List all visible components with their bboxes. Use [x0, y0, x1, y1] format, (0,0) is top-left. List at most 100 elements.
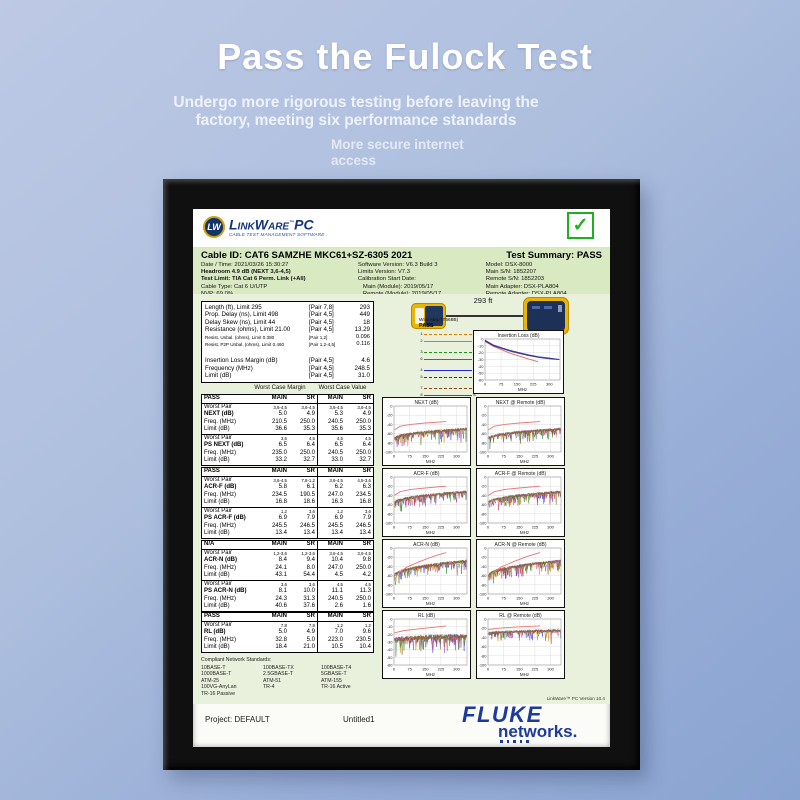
svg-text:150: 150	[422, 525, 429, 530]
hero-subtitle-line2: factory, meeting six performance standar…	[195, 112, 517, 129]
svg-text:75: 75	[407, 454, 412, 459]
svg-text:-30: -30	[478, 357, 485, 362]
svg-text:-80: -80	[481, 440, 488, 445]
wire-pin-left: 1	[420, 331, 423, 336]
header-line: Main (Module): 2019/05/17	[362, 283, 434, 290]
table-row: Frequency (MHz) [Pair 4,5] 248.5	[205, 364, 370, 372]
table-row: Limit (dB) 13.4 13.4 13.4 13.4	[204, 530, 371, 538]
standards-item: ATM-25	[201, 677, 220, 684]
table-row: Resistance (ohms), Limit 21.00 [Pair 4,5]…	[205, 326, 370, 334]
standards-item: 100BASE-TX	[263, 664, 294, 671]
standards-column: 100BASE-T4 5GBASE-T ATM-155 TR-16 Active	[321, 665, 376, 698]
hero-tagline-line1: More secure internet	[331, 137, 464, 152]
table-row: Worst Pair 7,8 7,8 1,2 1,2	[204, 621, 371, 629]
header-line: Limits Version: V7.3	[357, 269, 410, 276]
table-row: ACR-N (dB) 8.4 9.4 10.4 9.8	[204, 557, 371, 565]
wire-line	[424, 358, 472, 360]
wire-row: 88	[419, 393, 477, 397]
svg-text:-30: -30	[387, 640, 394, 645]
svg-text:300: 300	[453, 454, 460, 459]
standards-column: 100BASE-TX 2.5GBASE-T ATM-51 TR-4	[263, 665, 321, 698]
standards-item: ATM-155	[321, 677, 342, 684]
standards-item: TR-16 Active	[321, 684, 351, 691]
hero-title: Pass the Fulock Test	[217, 36, 593, 77]
linkware-badge-icon: LW	[203, 216, 225, 238]
file-label: Untitled1	[343, 715, 375, 724]
svg-text:75: 75	[501, 454, 506, 459]
svg-text:-60: -60	[481, 644, 488, 649]
wire-row: 11	[419, 332, 477, 336]
table-row: Worst Pair 1,2 3,6 1,2 3,6	[202, 506, 373, 515]
compliant-standards: Compliant Network Standards: 10BASE-T 100…	[201, 657, 379, 698]
svg-text:150: 150	[422, 596, 429, 601]
svg-text:-40: -40	[481, 564, 488, 569]
svg-text:ACR-F @ Remote (dB): ACR-F @ Remote (dB)	[495, 471, 547, 477]
svg-text:150: 150	[516, 525, 523, 530]
wire-line	[424, 333, 472, 335]
table-row: Insertion Loss Margin (dB) [Pair 4,5] 4.6	[205, 357, 370, 365]
svg-text:MHz: MHz	[426, 530, 436, 535]
svg-text:225: 225	[532, 667, 539, 672]
svg-text:0: 0	[393, 596, 396, 601]
svg-text:0: 0	[393, 454, 396, 459]
linkware-wordmark: LinkWare™PC	[229, 216, 314, 233]
table-row: Prop. Delay (ns), Limit 498 [Pair 4,5] 449	[205, 311, 370, 319]
linkware-tagline: CABLE TEST MANAGEMENT SOFTWARE	[229, 231, 325, 237]
svg-text:0: 0	[390, 617, 393, 622]
svg-text:75: 75	[407, 525, 412, 530]
table-row: Limit (dB) 18.4 21.0 10.5 10.4	[204, 644, 371, 652]
wire-pin-left: 5	[420, 374, 423, 379]
svg-text:75: 75	[407, 667, 412, 672]
report-header: Cable ID: CAT6 SAMZHE MKC61+SZ-6305 2021…	[193, 247, 610, 297]
table-row: Freq. (MHz) 24.1 8.0 247.0 250.0	[204, 564, 371, 572]
svg-text:75: 75	[501, 525, 506, 530]
svg-text:-40: -40	[478, 364, 485, 369]
wire-row: 44	[419, 368, 477, 372]
table-row: PS ACR-F (dB) 6.9 7.9 6.9 7.9	[204, 515, 371, 523]
svg-text:-20: -20	[387, 484, 394, 489]
svg-text:0: 0	[484, 382, 487, 387]
wire-row: 22	[419, 339, 477, 343]
wire-pin-right: 8	[472, 393, 477, 397]
svg-text:150: 150	[422, 454, 429, 459]
table-row: Limit (dB) 16.8 18.6 16.3 16.8	[204, 499, 371, 507]
linkware-logo: LW LinkWare™PC CABLE TEST MANAGEMENT SOF…	[203, 216, 325, 238]
svg-text:-20: -20	[481, 484, 488, 489]
main-tester-icon	[523, 297, 569, 335]
charts-grid: NEXT (dB) 0 -20 -40 -60 -80 -100 0 75 150 225 300 MH…	[382, 397, 566, 681]
svg-text:-40: -40	[481, 422, 488, 427]
wire-line	[424, 394, 472, 396]
svg-text:-10: -10	[387, 624, 394, 629]
svg-text:-40: -40	[481, 493, 488, 498]
header-line: Test Limit: TIA Cat 6 Perm. Link (+All)	[201, 276, 306, 283]
wire-map: Wire Map (T568B) PASS 1122336644557788	[419, 318, 477, 400]
svg-text:MHz: MHz	[520, 601, 530, 606]
standards-item: TR-4	[263, 684, 275, 691]
svg-text:0: 0	[487, 525, 490, 530]
wire-row: 33	[419, 350, 477, 354]
svg-text:75: 75	[407, 596, 412, 601]
svg-text:0: 0	[484, 617, 487, 622]
svg-text:-20: -20	[387, 632, 394, 637]
svg-text:MHz: MHz	[426, 459, 436, 464]
svg-text:0: 0	[390, 404, 393, 409]
table-row: Freq. (MHz) 234.5 190.5 247.0 234.5	[204, 491, 371, 499]
table-row: Freq. (MHz) 245.5 246.5 245.5 246.5	[204, 522, 371, 530]
table-row: Limit (dB) 33.2 32.7 33.0 32.7	[204, 457, 371, 465]
wire-map-wires: 1122336644557788	[419, 332, 477, 397]
report-top-band: LW LinkWare™PC CABLE TEST MANAGEMENT SOF…	[193, 209, 610, 247]
header-line: Software Version: V6.3 Build 3	[357, 262, 438, 268]
svg-text:75: 75	[501, 667, 506, 672]
svg-text:225: 225	[438, 454, 445, 459]
svg-text:-20: -20	[481, 626, 488, 631]
result-table: PASS MAIN SR MAIN SR Worst Pair 7,8 7,8 1,2 1,2 RL…	[201, 612, 374, 653]
svg-text:300: 300	[546, 382, 553, 387]
svg-text:-80: -80	[387, 440, 394, 445]
header-line: Main Adapter: DSX-PLA804	[485, 283, 559, 290]
wire-row: 55	[419, 375, 477, 379]
chart-rl-remote: RL @ Remote (dB) 0 -20 -40 -60 -80 -100 0 75 150 2…	[476, 610, 565, 679]
svg-text:-80: -80	[481, 653, 488, 658]
wire-map-status: PASS	[419, 323, 434, 329]
standards-item: ATM-51	[263, 677, 282, 684]
